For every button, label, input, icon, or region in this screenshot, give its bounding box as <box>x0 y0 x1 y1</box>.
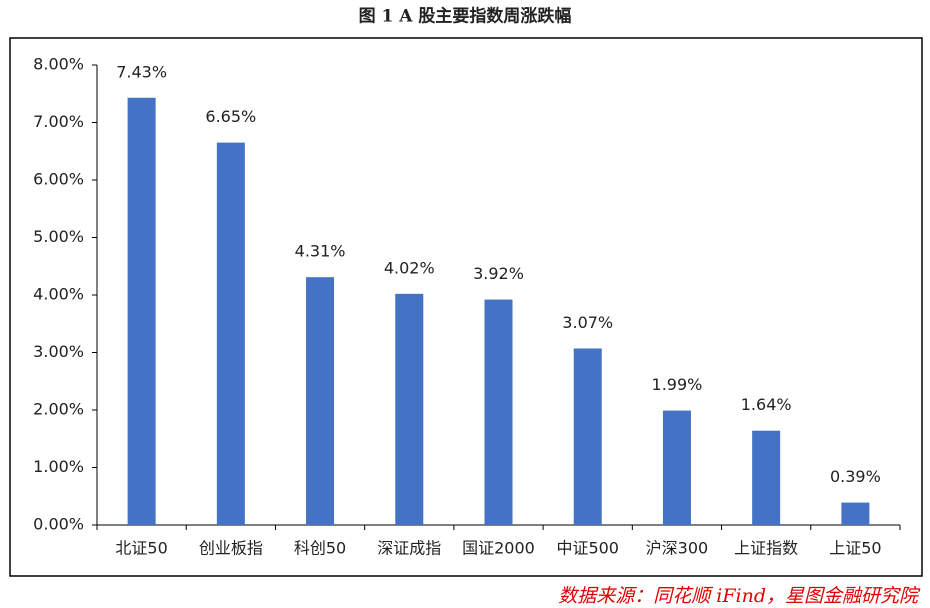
data-label: 0.39% <box>830 467 881 486</box>
y-tick-label: 1.00% <box>33 457 84 476</box>
x-tick-label: 创业板指 <box>199 539 263 558</box>
y-tick-label: 4.00% <box>33 285 84 304</box>
x-tick-label: 上证50 <box>829 539 881 558</box>
chart-title: 图 1 A 股主要指数周涨跌幅 <box>359 6 572 27</box>
bar <box>127 97 156 526</box>
x-tick-label: 北证50 <box>115 539 167 558</box>
y-tick-label: 0.00% <box>33 515 84 534</box>
data-label: 1.64% <box>741 395 792 414</box>
bar <box>395 293 424 525</box>
x-tick-label: 上证指数 <box>734 539 798 558</box>
y-tick-label: 2.00% <box>33 400 84 419</box>
bar <box>573 348 602 525</box>
data-label: 3.07% <box>562 313 613 332</box>
data-label: 6.65% <box>205 107 256 126</box>
bar <box>306 277 335 525</box>
data-label: 7.43% <box>116 62 167 81</box>
x-tick-label: 深证成指 <box>377 539 441 558</box>
chart-frame <box>9 37 923 577</box>
bar <box>752 430 781 525</box>
x-tick-label: 中证500 <box>556 539 619 558</box>
bar <box>662 410 691 525</box>
source-note: 数据来源：同花顺 iFind，星图金融研究院 <box>558 585 921 607</box>
x-tick-label: 国证2000 <box>462 539 535 558</box>
data-label: 3.92% <box>473 264 524 283</box>
y-tick-label: 3.00% <box>33 342 84 361</box>
data-label: 4.02% <box>384 258 435 277</box>
y-tick-label: 5.00% <box>33 227 84 246</box>
y-tick-label: 6.00% <box>33 170 84 189</box>
y-tick-label: 8.00% <box>33 55 84 74</box>
x-tick-label: 科创50 <box>294 539 346 558</box>
y-tick-label: 7.00% <box>33 112 84 131</box>
bar <box>484 299 513 525</box>
data-label: 1.99% <box>652 375 703 394</box>
data-label: 4.31% <box>295 242 346 261</box>
bar <box>216 142 245 525</box>
x-tick-label: 沪深300 <box>646 539 709 558</box>
bar <box>841 502 870 525</box>
